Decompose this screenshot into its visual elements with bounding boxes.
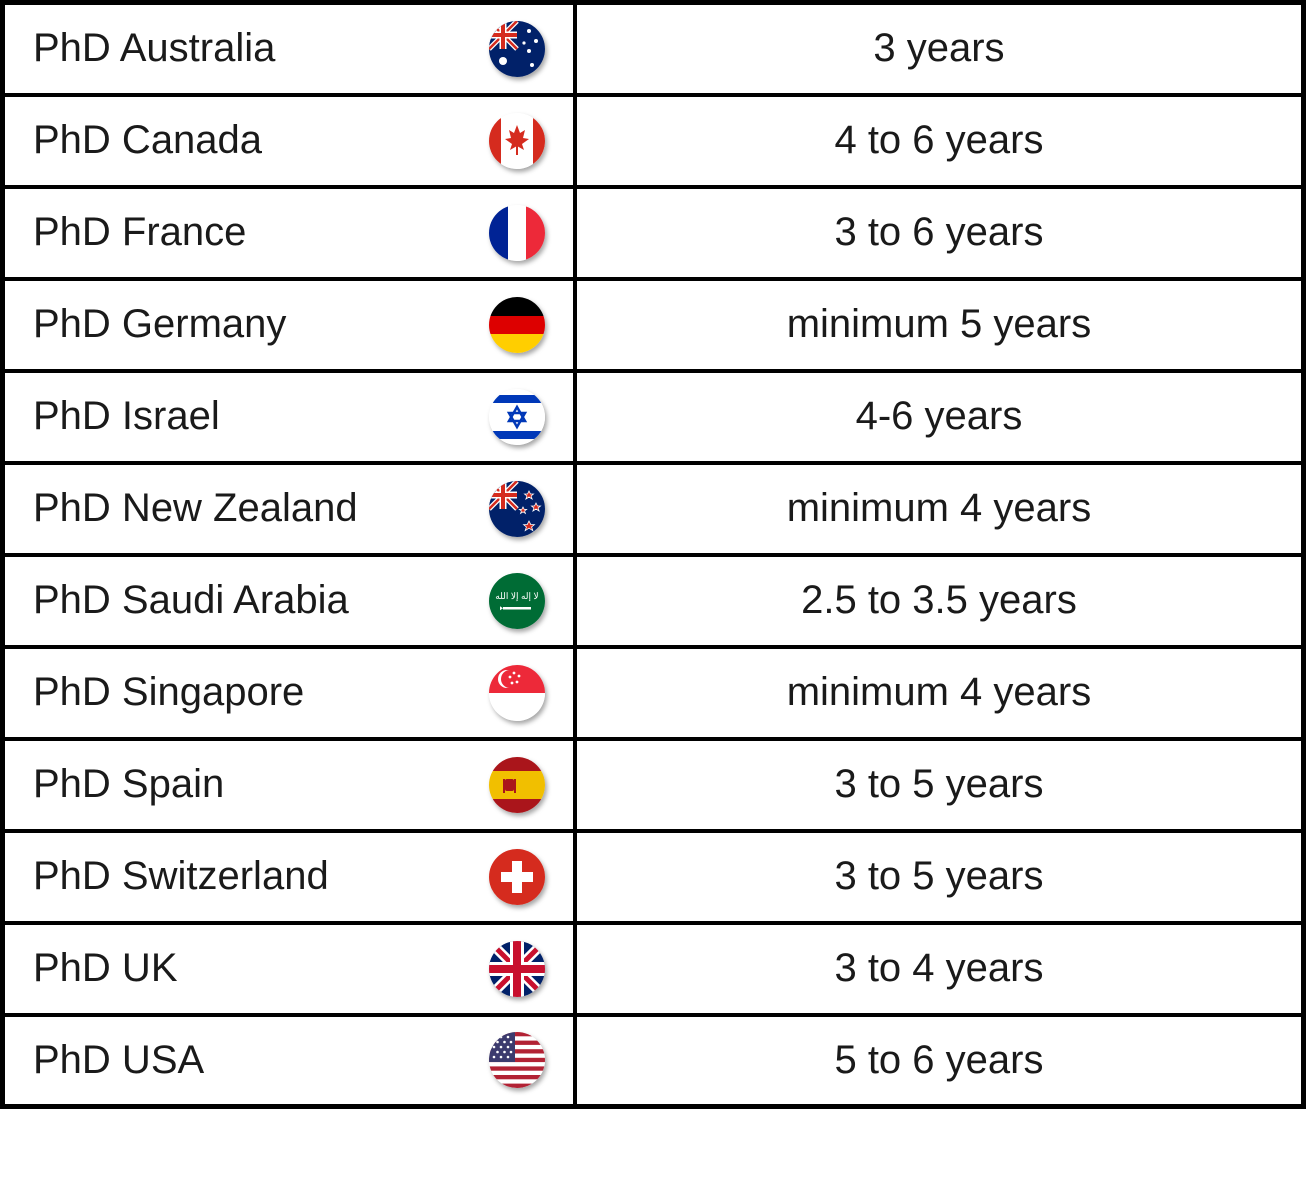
table-row: PhD Saudi Arabia لا إله إلا الله [3, 555, 1304, 647]
country-cell: PhD Canada [3, 95, 575, 187]
country-label: PhD New Zealand [33, 486, 358, 531]
country-label: PhD Australia [33, 26, 275, 71]
country-cell: PhD Germany [3, 279, 575, 371]
table-row: PhD Israel [3, 371, 1304, 463]
country-label: PhD Saudi Arabia [33, 578, 349, 623]
israel-flag-icon [489, 389, 545, 445]
table-body: PhD Australia [3, 3, 1304, 1107]
country-label: PhD Spain [33, 762, 224, 807]
country-cell: PhD Saudi Arabia لا إله إلا الله [3, 555, 575, 647]
table-row: PhD France 3 to 6 years [3, 187, 1304, 279]
canada-flag-icon [489, 113, 545, 169]
duration-cell: minimum 5 years [575, 279, 1304, 371]
country-label: PhD Singapore [33, 670, 304, 715]
country-cell: PhD Australia [3, 3, 575, 95]
country-cell: PhD Israel [3, 371, 575, 463]
australia-flag-icon [489, 21, 545, 77]
country-label: PhD Germany [33, 302, 286, 347]
duration-cell: minimum 4 years [575, 647, 1304, 739]
country-label: PhD Switzerland [33, 854, 329, 899]
duration-cell: 3 to 4 years [575, 923, 1304, 1015]
germany-flag-icon [489, 297, 545, 353]
duration-cell: 3 to 6 years [575, 187, 1304, 279]
country-cell: PhD Switzerland [3, 831, 575, 923]
table-row: PhD Singapore [3, 647, 1304, 739]
country-cell: PhD USA [3, 1015, 575, 1107]
country-label: PhD Canada [33, 118, 262, 163]
svg-text:لا إله إلا الله: لا إله إلا الله [495, 591, 538, 602]
table-row: PhD New Zealand [3, 463, 1304, 555]
table-row: PhD Spain [3, 739, 1304, 831]
duration-cell: minimum 4 years [575, 463, 1304, 555]
country-cell: PhD France [3, 187, 575, 279]
country-label: PhD France [33, 210, 246, 255]
new-zealand-flag-icon [489, 481, 545, 537]
duration-cell: 5 to 6 years [575, 1015, 1304, 1107]
country-label: PhD USA [33, 1038, 204, 1083]
country-cell: PhD UK [3, 923, 575, 1015]
table-row: PhD USA [3, 1015, 1304, 1107]
duration-cell: 4 to 6 years [575, 95, 1304, 187]
duration-cell: 3 to 5 years [575, 831, 1304, 923]
spain-flag-icon [489, 757, 545, 813]
country-cell: PhD New Zealand [3, 463, 575, 555]
saudi-arabia-flag-icon: لا إله إلا الله [489, 573, 545, 629]
country-label: PhD Israel [33, 394, 220, 439]
duration-cell: 4-6 years [575, 371, 1304, 463]
country-cell: PhD Singapore [3, 647, 575, 739]
usa-flag-icon [489, 1032, 545, 1088]
table-row: PhD Canada [3, 95, 1304, 187]
table-row: PhD Australia [3, 3, 1304, 95]
duration-cell: 2.5 to 3.5 years [575, 555, 1304, 647]
duration-cell: 3 to 5 years [575, 739, 1304, 831]
country-cell: PhD Spain [3, 739, 575, 831]
table-row: PhD Germany minimum 5 years [3, 279, 1304, 371]
uk-flag-icon [489, 941, 545, 997]
country-label: PhD UK [33, 946, 178, 991]
phd-duration-table: PhD Australia [0, 0, 1306, 1109]
duration-cell: 3 years [575, 3, 1304, 95]
switzerland-flag-icon [489, 849, 545, 905]
france-flag-icon [489, 205, 545, 261]
table-row: PhD Switzerland 3 to 5 years [3, 831, 1304, 923]
table-row: PhD UK [3, 923, 1304, 1015]
singapore-flag-icon [489, 665, 545, 721]
